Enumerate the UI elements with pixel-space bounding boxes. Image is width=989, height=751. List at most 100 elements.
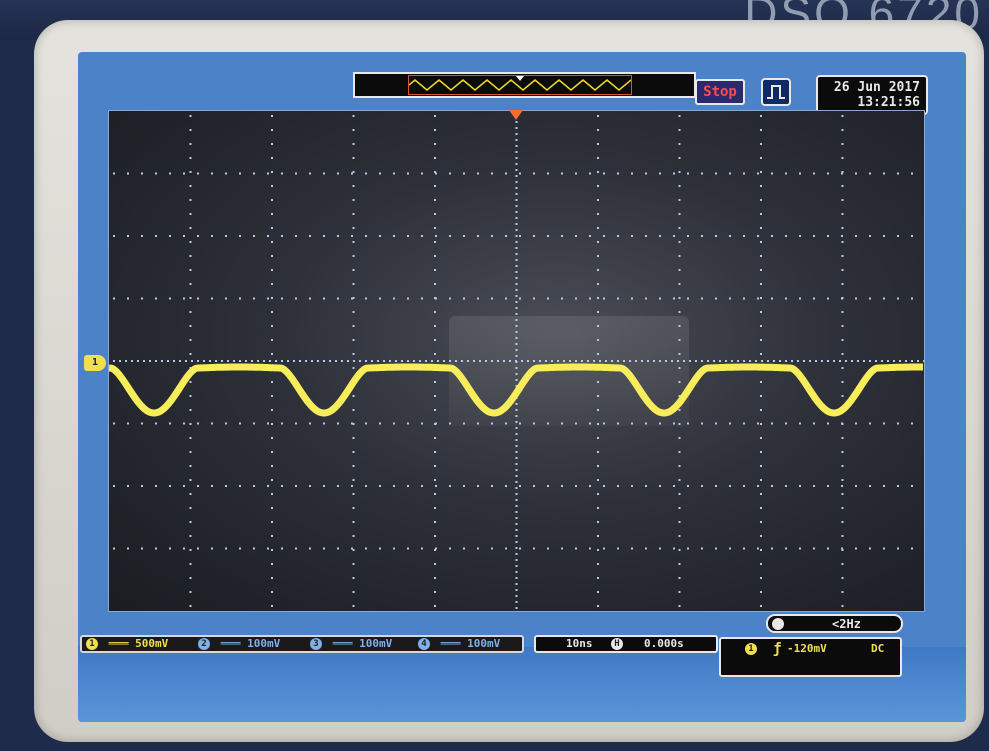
grid-dot [743,235,745,237]
grid-dot [869,547,871,550]
grid-dot [413,360,415,362]
grid-dot [729,297,731,300]
grid-dot [197,172,199,175]
grid-dot [841,213,844,215]
trigger-settings-display[interactable]: 1 ƒ -120mV DC [719,637,902,677]
pulse-icon[interactable] [761,78,791,106]
trigger-frequency-display: <2Hz [766,614,903,633]
grid-dot [519,235,521,237]
grid-dot [813,235,815,237]
grid-dot [434,479,436,481]
grid-dot [515,127,518,129]
ch3-setting[interactable]: 3 ═══ 100mV [310,637,392,651]
grid-dot [515,349,518,351]
grid-dot [352,563,355,565]
grid-dot [841,353,844,355]
grid-dot [589,422,591,425]
grid-dot [434,311,436,313]
grid-dot [309,422,311,425]
grid-dot [701,485,703,487]
grid-dot [841,227,844,229]
waveform-graticule[interactable] [108,110,925,612]
grid-dot [515,217,518,219]
timebase-display[interactable]: 10ns H 0.000s [534,635,718,653]
grid-dot [760,241,762,243]
grid-dot [379,297,381,300]
grid-dot [351,297,353,300]
grid-dot [629,360,631,362]
ch2-setting[interactable]: 2 ═══ 100mV [198,637,280,651]
channel-settings-bar[interactable]: 1 ═══ 500mV 2 ═══ 100mV 3 ═══ 100mV 4 ══… [80,635,524,653]
grid-dot [341,360,343,362]
grid-dot [519,485,521,487]
grid-dot [551,360,553,362]
ch1-setting[interactable]: 1 ═══ 500mV [86,637,168,651]
grid-dot [505,235,507,237]
grid-dot [434,381,436,383]
grid-dot [515,259,518,261]
grid-dot [271,577,273,579]
grid-dot [352,115,355,117]
grid-dot [641,360,643,362]
grid-dot [515,133,518,135]
grid-dot [293,360,295,362]
grid-dot [379,547,381,550]
channel-1-level-marker[interactable]: 1 [84,355,106,371]
ch4-setting[interactable]: 4 ═══ 100mV [418,637,500,651]
grid-dot [760,437,762,439]
grid-dot [169,235,171,237]
grid-dot [678,143,681,145]
grid-dot [575,297,577,300]
grid-dot [515,523,518,525]
grid-dot [463,297,465,300]
grid-dot [911,297,913,300]
grid-dot [434,395,436,397]
grid-dot [515,547,518,549]
grid-dot [561,485,563,487]
grid-dot [855,297,857,300]
grid-dot [883,422,885,425]
grid-dot [589,485,591,487]
grid-dot [352,395,355,397]
grid-dot [593,360,595,362]
grid-dot [515,535,518,537]
grid-dot [169,297,171,300]
grid-dot [407,297,409,300]
run-stop-status[interactable]: Stop [695,79,745,105]
grid-dot [519,422,521,425]
grid-dot [267,485,269,487]
grid-dot [743,422,745,425]
grid-dot [434,143,436,145]
date-time-display: 26 Jun 2017 13:21:56 [816,75,928,115]
grid-dot [515,607,518,609]
grid-dot [401,360,403,362]
grid-dot [760,255,762,257]
grid-dot [760,409,762,411]
grid-dot [760,591,762,593]
grid-dot [760,381,762,383]
grid-dot [515,301,518,303]
grid-dot [841,547,843,550]
grid-dot [271,507,273,509]
grid-dot [597,353,599,355]
grid-dot [653,360,655,362]
grid-dot [678,395,681,397]
grid-dot [547,485,549,487]
grid-dot [477,485,479,487]
grid-dot [309,485,311,487]
grid-dot [352,227,355,229]
grid-dot [352,185,355,187]
grid-dot [515,367,518,369]
grid-dot [813,547,815,550]
grid-dot [127,297,129,300]
grid-dot [761,360,763,362]
grid-dot [911,485,913,487]
grid-dot [779,360,781,362]
grid-dot [841,577,844,579]
grid-dot [421,235,423,237]
grid-dot [687,297,689,300]
grid-dot [678,605,681,607]
grid-dot [905,360,907,362]
grid-dot [841,199,844,201]
grid-dot [189,115,192,117]
